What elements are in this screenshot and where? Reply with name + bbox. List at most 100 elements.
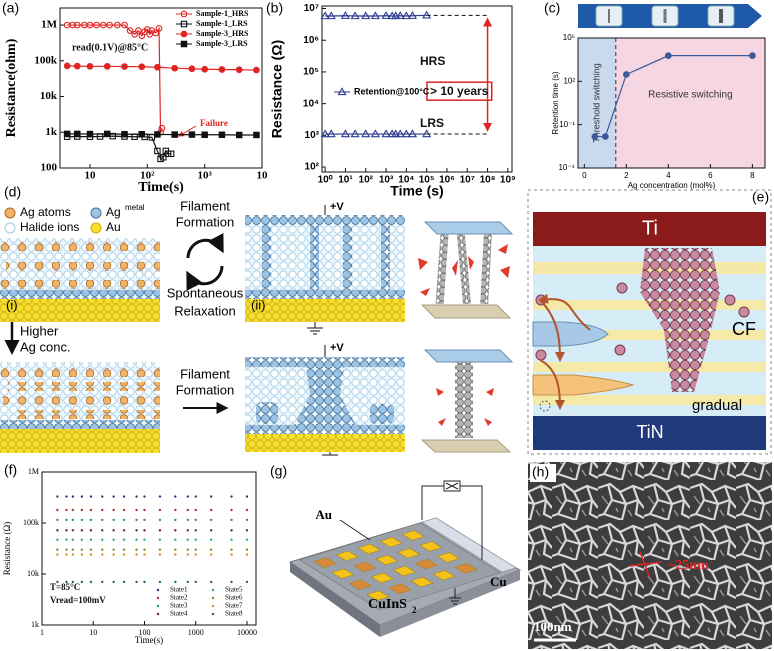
migration-arrow <box>539 359 565 410</box>
y-tick-label: 100k <box>23 518 39 527</box>
data-point <box>186 548 189 551</box>
data-point <box>65 508 68 512</box>
y-tick-label: 10⁻¹ <box>559 120 575 129</box>
size-label: ~25nm <box>668 558 709 573</box>
annotation: Failure <box>200 118 228 128</box>
data-point <box>235 66 243 74</box>
data-point <box>194 538 197 541</box>
data-point <box>112 538 115 541</box>
data-point <box>86 21 94 29</box>
data-point <box>158 538 162 541</box>
x-tick-label: 0 <box>582 171 587 180</box>
data-point <box>245 553 249 556</box>
data-point <box>143 495 146 498</box>
data-point <box>361 11 371 20</box>
data-point <box>201 65 209 73</box>
data-point <box>194 518 197 522</box>
data-point <box>174 495 177 498</box>
legend-marker <box>180 20 188 28</box>
data-point <box>209 518 213 522</box>
data-point <box>143 538 146 541</box>
plot-frame <box>321 5 513 173</box>
data-point <box>86 62 94 70</box>
data-point <box>143 548 146 551</box>
x-tick-label: 1 <box>40 628 44 637</box>
x-axis-title: Time (s) <box>390 183 443 199</box>
data-point <box>320 129 330 138</box>
data-point <box>112 495 115 498</box>
legend-text: Sample-1_HRS <box>196 9 249 18</box>
data-point <box>122 553 126 556</box>
data-point <box>80 518 84 522</box>
data-point <box>69 21 77 29</box>
data-point <box>230 548 233 551</box>
y-tick-label: 1M <box>28 467 39 476</box>
y-tick-label: 10k <box>40 90 58 102</box>
panel-label: (c) <box>544 0 560 16</box>
data-point <box>71 495 75 498</box>
annotation-box <box>426 81 493 101</box>
region <box>578 38 616 168</box>
y-tick-label: 10⁵ <box>563 33 575 42</box>
series-line <box>67 65 257 71</box>
data-point <box>158 124 166 132</box>
data-point <box>101 580 104 584</box>
data-point <box>422 129 432 138</box>
data-point <box>186 529 189 532</box>
data-point <box>106 21 113 29</box>
data-point <box>143 508 146 512</box>
data-point <box>245 548 249 551</box>
y-axis-title: Resistance (Ω) <box>2 522 12 575</box>
data-point <box>135 580 138 584</box>
data-point <box>152 29 160 37</box>
data-point <box>194 495 197 498</box>
x-tick-label: 10000 <box>237 628 257 637</box>
annotation: > 10 years <box>430 84 489 98</box>
electrode-label: TiN <box>636 422 663 442</box>
data-point <box>350 11 360 20</box>
data-point <box>65 518 68 522</box>
data-point <box>253 131 260 139</box>
data-point <box>154 63 161 71</box>
data-point <box>71 518 75 522</box>
data-point <box>186 508 189 512</box>
panel-label: (d) <box>4 184 21 200</box>
data-point <box>126 27 134 34</box>
data-point <box>112 518 115 522</box>
data-point <box>56 538 59 541</box>
migration-arrow <box>538 293 591 331</box>
data-point <box>56 580 59 584</box>
bias-label: +V <box>330 201 344 213</box>
data-point <box>112 508 115 512</box>
data-point <box>158 548 162 551</box>
data-point <box>121 21 128 29</box>
data-point <box>112 529 115 532</box>
legend-text: Sample-3_HRS <box>196 29 249 38</box>
data-point <box>56 518 59 522</box>
data-point <box>154 131 161 138</box>
legend-marker <box>211 604 215 608</box>
legend-text: State4 <box>170 610 188 618</box>
data-point <box>245 538 249 541</box>
data-point <box>56 495 59 498</box>
filament-3d-bottom <box>420 349 514 453</box>
data-point <box>201 131 208 139</box>
tile-iii <box>0 362 160 453</box>
data-point <box>135 508 138 512</box>
data-point <box>391 129 401 138</box>
data-point <box>253 66 260 74</box>
region-label: Resistive switching <box>648 90 732 101</box>
x-tick-label: 10 <box>84 170 96 182</box>
data-point <box>143 529 146 532</box>
data-point <box>143 580 146 584</box>
x-tick-label: 10⁵ <box>419 175 435 186</box>
data-point <box>63 130 71 138</box>
process-text: Ag conc. <box>20 339 71 354</box>
legend-text: metal <box>125 203 145 212</box>
bottom-electrode <box>533 416 766 450</box>
annotation: LRS <box>420 116 444 130</box>
data-point <box>158 508 162 512</box>
data-point <box>89 495 93 498</box>
data-point <box>122 518 126 522</box>
